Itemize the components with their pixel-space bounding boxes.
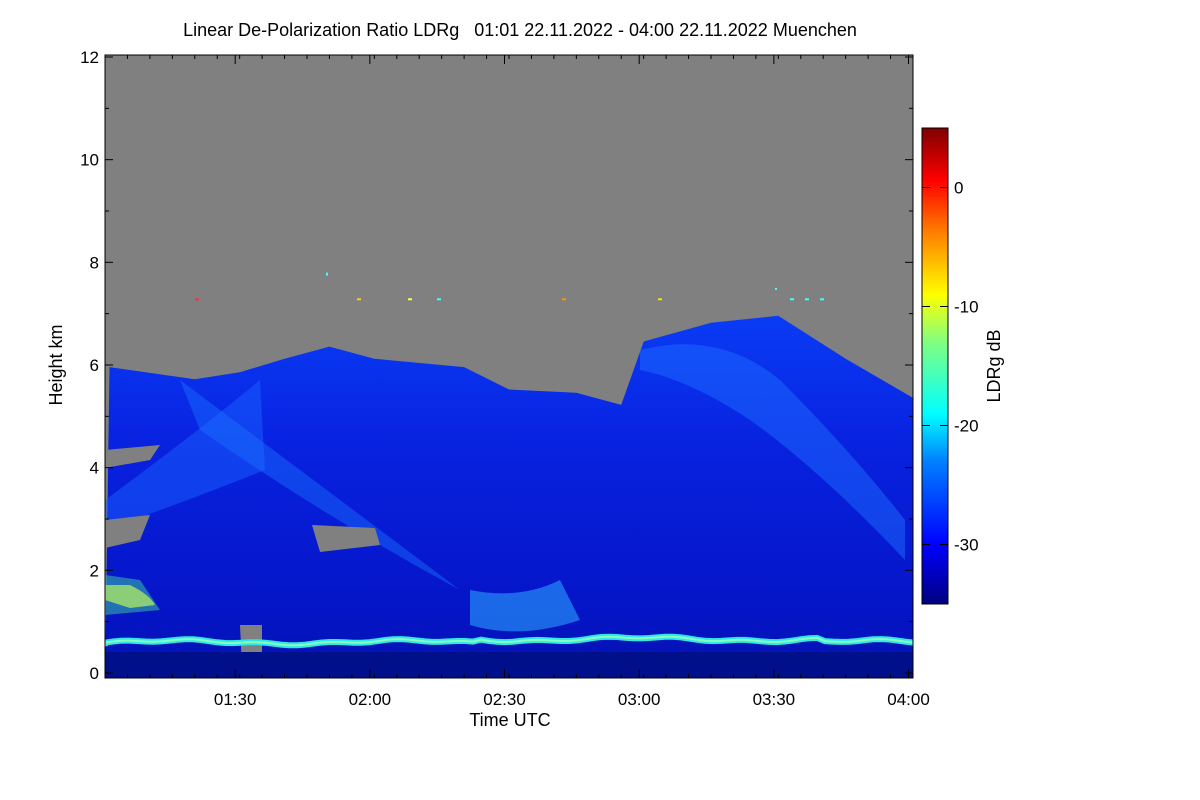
x-tick-label: 01:30 bbox=[214, 690, 257, 709]
y-tick-label: 6 bbox=[90, 356, 99, 375]
x-axis: 01:30 02:00 02:30 03:00 03:30 04:00 bbox=[126, 55, 930, 709]
colorbar-tick-label: -20 bbox=[954, 417, 979, 436]
colorbar-tick-label: -10 bbox=[954, 298, 979, 317]
boundary-layer-core bbox=[105, 635, 913, 647]
y-tick-label: 12 bbox=[80, 48, 99, 67]
aerosol-speckles bbox=[195, 272, 824, 301]
speckle-high bbox=[326, 272, 328, 276]
data-gap-3 bbox=[105, 515, 150, 548]
melting-layer-patch bbox=[470, 580, 580, 632]
colorbar-tick-label: 0 bbox=[954, 179, 963, 198]
high-ldr-halo bbox=[105, 575, 160, 615]
speckle-7 bbox=[805, 298, 809, 301]
speckle-1 bbox=[357, 298, 361, 301]
y-tick-label: 8 bbox=[90, 253, 99, 272]
speckle-4 bbox=[562, 298, 566, 301]
y-tick-label: 0 bbox=[90, 664, 99, 683]
x-tick-label: 02:00 bbox=[349, 690, 392, 709]
speckle-8 bbox=[820, 298, 824, 301]
colorbar-ticks: 0 -10 -20 -30 bbox=[922, 179, 979, 555]
y-tick-label: 2 bbox=[90, 561, 99, 580]
ice-fallstreak-1 bbox=[105, 380, 265, 530]
colorbar-tick-label: -30 bbox=[954, 536, 979, 555]
y-axis: 0 2 4 6 8 10 12 bbox=[80, 48, 913, 683]
y-tick-label: 4 bbox=[90, 459, 99, 478]
speckle-5 bbox=[658, 298, 662, 301]
chart-title: Linear De-Polarization Ratio LDRg 01:01 … bbox=[183, 20, 857, 40]
colorbar-label: LDRg dB bbox=[984, 329, 1004, 402]
x-tick-label: 04:00 bbox=[887, 690, 930, 709]
plot-area bbox=[105, 55, 913, 678]
speckle-0 bbox=[195, 298, 199, 301]
y-axis-label: Height km bbox=[46, 324, 66, 405]
ice-fallstreak-2 bbox=[180, 380, 460, 590]
data-gap-2 bbox=[312, 525, 380, 552]
speckle-6 bbox=[790, 298, 794, 301]
x-tick-label: 03:00 bbox=[618, 690, 661, 709]
x-tick-label: 03:30 bbox=[753, 690, 796, 709]
x-tick-label: 02:30 bbox=[483, 690, 526, 709]
near-surface-layer bbox=[105, 652, 913, 678]
speckle-2 bbox=[408, 298, 412, 301]
colorbar bbox=[921, 127, 949, 605]
cloud-echo-region bbox=[105, 315, 913, 678]
speckle-3 bbox=[437, 298, 441, 301]
ice-fallstreak-3 bbox=[640, 344, 905, 560]
speckle-high-2 bbox=[775, 288, 777, 290]
data-gap-1 bbox=[105, 445, 160, 468]
x-axis-label: Time UTC bbox=[469, 710, 550, 730]
y-tick-label: 10 bbox=[80, 151, 99, 170]
